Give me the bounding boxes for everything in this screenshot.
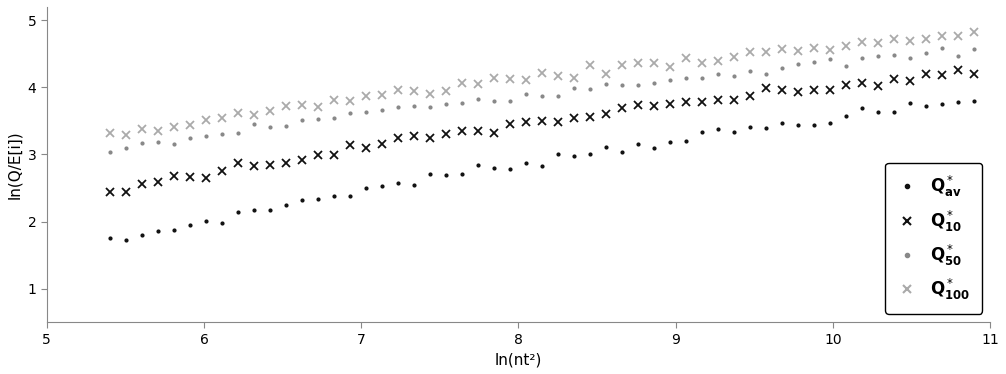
X-axis label: ln(nt²): ln(nt²) bbox=[495, 352, 542, 367]
Legend: $\mathbf{Q}_{\mathbf{av}}^*$, $\mathbf{Q}_{\mathbf{10}}^*$, $\mathbf{Q}_{\mathbf: $\mathbf{Q}_{\mathbf{av}}^*$, $\mathbf{Q… bbox=[885, 163, 982, 314]
Y-axis label: ln(Q/E[i]): ln(Q/E[i]) bbox=[7, 130, 22, 199]
